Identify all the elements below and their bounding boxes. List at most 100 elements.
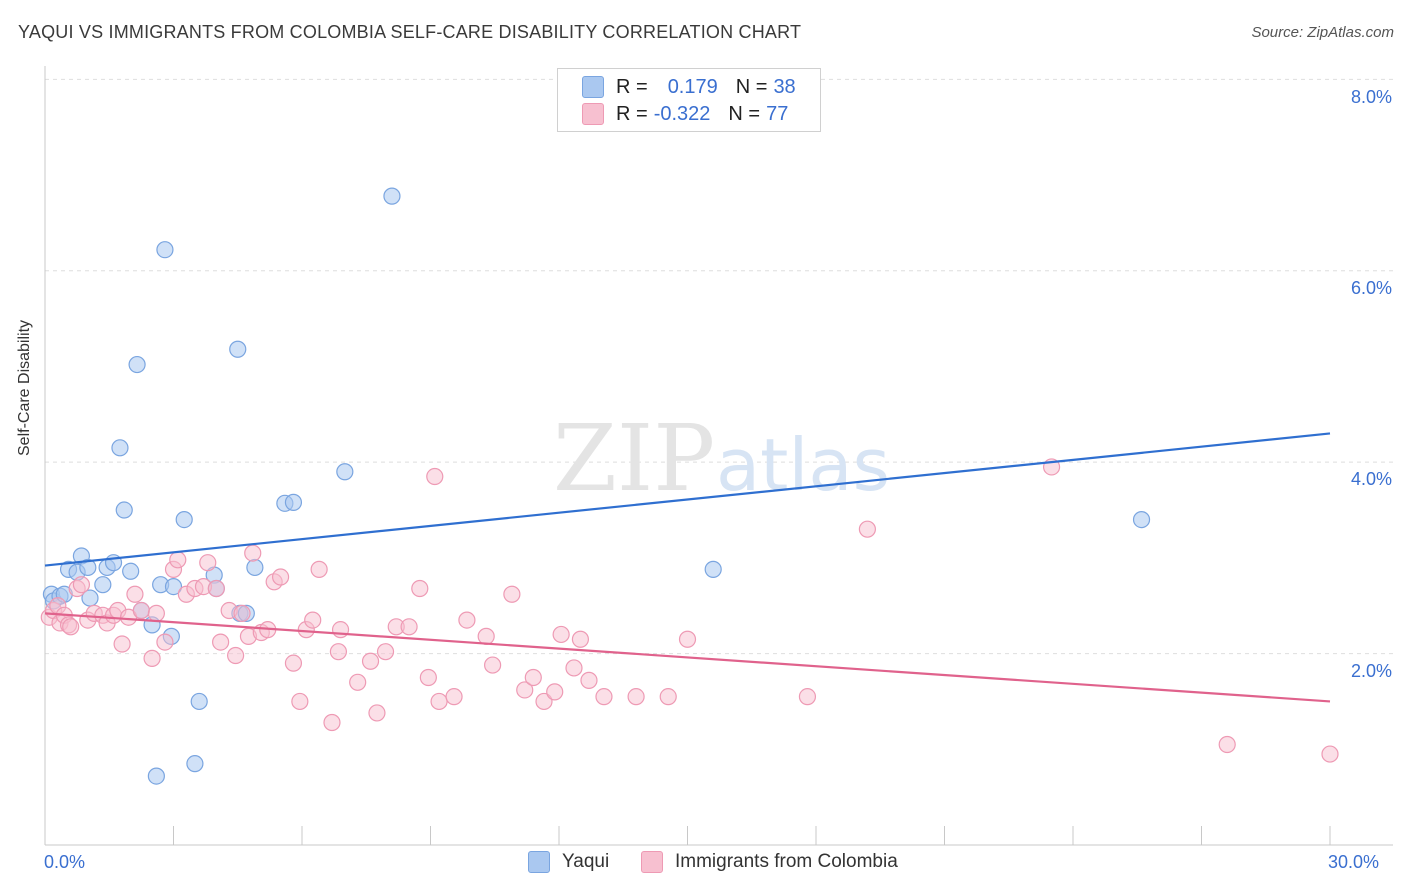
point-colombia bbox=[595, 688, 613, 706]
axes bbox=[44, 66, 1393, 846]
point-yaqui bbox=[246, 558, 264, 577]
point-yaqui bbox=[115, 501, 133, 519]
point-colombia bbox=[678, 630, 697, 648]
point-colombia bbox=[659, 688, 677, 706]
trend-line-yaqui bbox=[44, 432, 1331, 567]
bottom-legend-label-yaqui: Yaqui bbox=[562, 851, 610, 872]
legend-n-label: N = bbox=[728, 102, 761, 125]
point-colombia bbox=[323, 713, 341, 732]
point-yaqui bbox=[1132, 510, 1151, 529]
point-colombia bbox=[329, 643, 348, 661]
y-tick-label-2: 2.0% bbox=[1350, 661, 1392, 681]
point-yaqui bbox=[229, 340, 247, 358]
y-tick-label-4: 4.0% bbox=[1350, 469, 1392, 489]
y-tick-label-8: 8.0% bbox=[1350, 87, 1392, 107]
legend-n-label: N = bbox=[735, 75, 768, 98]
point-colombia bbox=[546, 683, 564, 701]
point-colombia bbox=[430, 692, 448, 711]
point-yaqui bbox=[284, 493, 303, 511]
grid-lines bbox=[45, 78, 1393, 655]
point-colombia bbox=[212, 633, 230, 651]
point-colombia bbox=[147, 604, 165, 622]
legend-r-label: R = bbox=[616, 75, 648, 98]
point-colombia bbox=[349, 673, 367, 691]
point-yaqui bbox=[336, 463, 354, 481]
point-yaqui bbox=[122, 562, 140, 580]
point-yaqui bbox=[111, 439, 129, 457]
point-colombia bbox=[419, 668, 437, 687]
point-yaqui bbox=[186, 755, 204, 773]
watermark-zip: ZIP bbox=[553, 405, 715, 512]
legend-row-yaqui: R = 0.179 N = 38 bbox=[582, 75, 796, 99]
point-yaqui bbox=[147, 767, 165, 785]
legend-swatch-yaqui bbox=[582, 76, 604, 98]
point-colombia bbox=[368, 704, 386, 722]
point-colombia bbox=[233, 604, 251, 622]
point-colombia bbox=[284, 654, 303, 672]
source-label: Source: ZipAtlas.com bbox=[1251, 24, 1394, 41]
point-colombia bbox=[126, 585, 144, 603]
point-colombia bbox=[132, 601, 150, 620]
bottom-legend-yaqui: Yaqui bbox=[528, 851, 609, 873]
point-yaqui bbox=[79, 558, 97, 577]
point-colombia bbox=[1321, 745, 1339, 763]
point-colombia bbox=[411, 579, 429, 598]
point-colombia bbox=[484, 656, 502, 674]
bottom-legend-swatch-yaqui bbox=[528, 851, 550, 873]
point-yaqui bbox=[164, 577, 183, 596]
legend-r-value: -0.322 bbox=[653, 102, 711, 125]
point-colombia bbox=[199, 554, 217, 572]
point-colombia bbox=[798, 688, 817, 706]
point-colombia bbox=[524, 668, 542, 687]
point-colombia bbox=[580, 671, 598, 689]
point-colombia bbox=[426, 467, 444, 486]
legend-n-value: 38 bbox=[773, 75, 796, 98]
legend-n-value: 77 bbox=[766, 102, 789, 125]
point-colombia bbox=[331, 621, 350, 639]
point-yaqui bbox=[156, 241, 174, 259]
point-colombia bbox=[503, 585, 521, 603]
point-colombia bbox=[169, 551, 187, 569]
point-yaqui bbox=[175, 510, 193, 529]
point-yaqui bbox=[190, 692, 208, 711]
stats-legend: R = 0.179 N = 38 R = -0.322 N = 77 bbox=[557, 68, 821, 132]
legend-row-colombia: R = -0.322 N = 77 bbox=[582, 102, 788, 126]
point-colombia bbox=[310, 560, 328, 578]
point-colombia bbox=[1218, 735, 1236, 754]
x-tick-label-min: 0.0% bbox=[44, 852, 86, 872]
chart-title: YAQUI VS IMMIGRANTS FROM COLOMBIA SELF-C… bbox=[18, 22, 802, 42]
legend-r-value: 0.179 bbox=[667, 75, 718, 98]
point-colombia bbox=[516, 681, 534, 699]
y-tick-label-6: 6.0% bbox=[1350, 278, 1392, 298]
point-colombia bbox=[72, 576, 91, 594]
point-colombia bbox=[477, 627, 495, 645]
point-yaqui bbox=[704, 560, 722, 578]
point-colombia bbox=[244, 544, 262, 562]
point-colombia bbox=[400, 618, 418, 636]
point-colombia bbox=[858, 520, 877, 538]
point-colombia bbox=[458, 611, 476, 629]
point-colombia bbox=[627, 688, 645, 706]
point-colombia bbox=[156, 633, 174, 651]
point-colombia bbox=[571, 630, 590, 648]
point-colombia bbox=[361, 652, 380, 670]
legend-swatch-colombia bbox=[582, 103, 604, 125]
trend-line-colombia bbox=[44, 612, 1331, 703]
point-colombia bbox=[113, 635, 131, 653]
point-yaqui bbox=[128, 355, 146, 374]
point-colombia bbox=[143, 649, 161, 667]
bottom-legend-swatch-colombia bbox=[641, 851, 663, 873]
point-colombia bbox=[271, 568, 290, 586]
point-colombia bbox=[552, 625, 570, 644]
point-colombia bbox=[304, 611, 322, 629]
point-colombia bbox=[62, 618, 80, 636]
legend-r-label: R = bbox=[616, 102, 648, 125]
point-colombia bbox=[207, 579, 225, 598]
x-tick-label-max: 30.0% bbox=[1328, 852, 1380, 872]
trend-lines bbox=[44, 432, 1331, 703]
point-yaqui bbox=[94, 576, 112, 594]
point-colombia bbox=[376, 643, 395, 661]
point-yaqui bbox=[383, 187, 401, 205]
point-colombia bbox=[565, 659, 583, 677]
point-colombia bbox=[445, 688, 463, 706]
